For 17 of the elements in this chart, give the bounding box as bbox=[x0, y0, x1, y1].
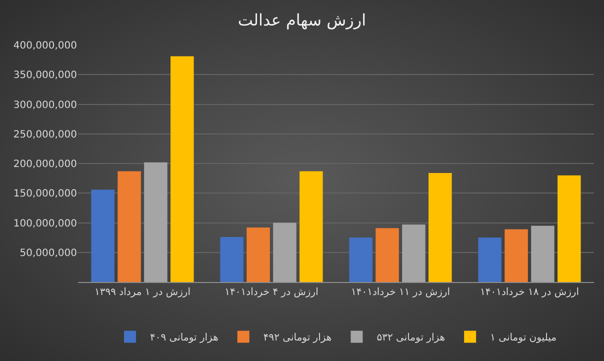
x-tick-label: ارزش در ۱ مرداد ۱۳۹۹ bbox=[94, 287, 191, 298]
x-tick-label: ارزش در ۱۸ خرداد۱۴۰۱ bbox=[480, 287, 580, 298]
y-tick-label: 200,000,000 bbox=[13, 159, 77, 170]
y-tick-label: 250,000,000 bbox=[13, 129, 77, 140]
legend-label: ۵۳۲ هزار تومانی bbox=[376, 332, 446, 344]
legend-label: ۴۹۲ هزار تومانی bbox=[263, 332, 332, 344]
y-tick-label: 300,000,000 bbox=[13, 100, 77, 111]
y-tick-label: 400,000,000 bbox=[13, 40, 77, 52]
y-tick-label: 350,000,000 bbox=[13, 70, 77, 82]
x-tick-label: ارزش در ۴ خرداد۱۴۰۱ bbox=[224, 287, 318, 298]
x-tick-label: ارزش در ۱۱ خرداد۱۴۰۱ bbox=[350, 287, 450, 298]
legend-label: ۱ میلیون تومانی bbox=[490, 332, 557, 344]
y-tick-label: 100,000,000 bbox=[13, 218, 77, 230]
chart-title: ارزش سهام عدالت bbox=[238, 10, 366, 30]
legend-label: ۴۰۹ هزار تومانی bbox=[150, 332, 218, 344]
y-tick-label: 50,000,000 bbox=[20, 248, 77, 259]
y-tick-label: 150,000,000 bbox=[13, 188, 77, 200]
